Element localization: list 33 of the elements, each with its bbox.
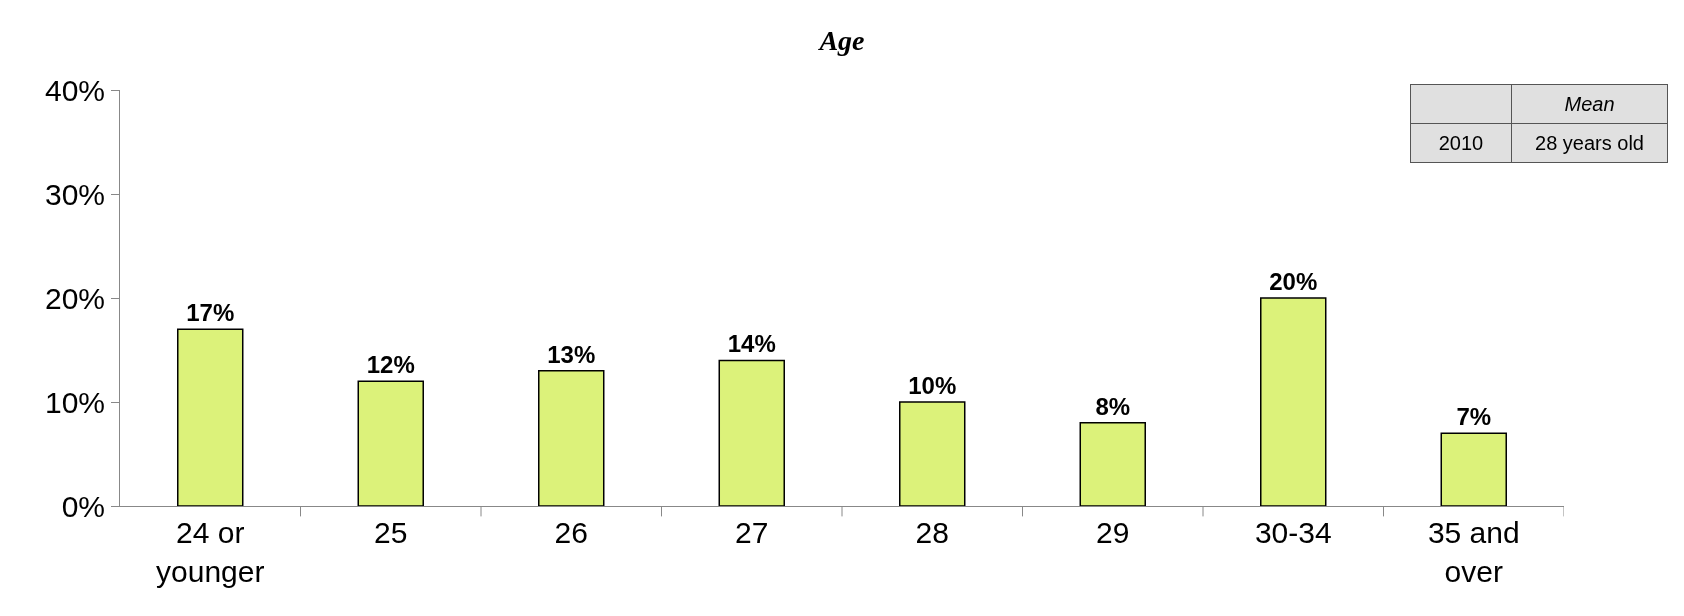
bar [1440,432,1507,506]
data-label: 10% [908,372,957,399]
annotation: 28 years old [1511,123,1668,163]
data-label: 14% [727,330,776,358]
x-tick-label: 27 [735,516,769,549]
data-label: 12% [366,351,415,379]
x-tick-label: 29 [1096,516,1130,549]
y-tick-label: 30% [44,177,105,211]
bar [538,370,605,506]
x-tick-label: 35 and over [1427,516,1520,588]
text: Mean [1564,92,1615,115]
y-tick-label: 0% [61,489,105,523]
bar [1260,297,1327,506]
chart-title: Age [817,25,865,57]
x-tick-label: 24 or younger [156,516,265,588]
bar [177,328,244,506]
annotation: 2010 [1410,123,1512,163]
y-tick-label: 10% [44,385,105,419]
bar [899,401,966,506]
data-label: 8% [1095,392,1131,420]
y-tick-label: 20% [44,281,105,315]
x-tick-label: 28 [915,516,949,549]
bar [357,380,424,506]
x-tick-label: 30-34 [1254,516,1332,549]
y-tick-label: 40% [44,73,105,107]
data-label: 17% [186,299,235,327]
x-tick-label: 25 [374,516,408,549]
x-tick-label: 26 [554,516,588,549]
bar [718,359,785,506]
bar [1079,422,1146,506]
data-label: 13% [547,340,596,368]
data-label: 7% [1456,403,1492,431]
data-label: 20% [1269,268,1318,295]
